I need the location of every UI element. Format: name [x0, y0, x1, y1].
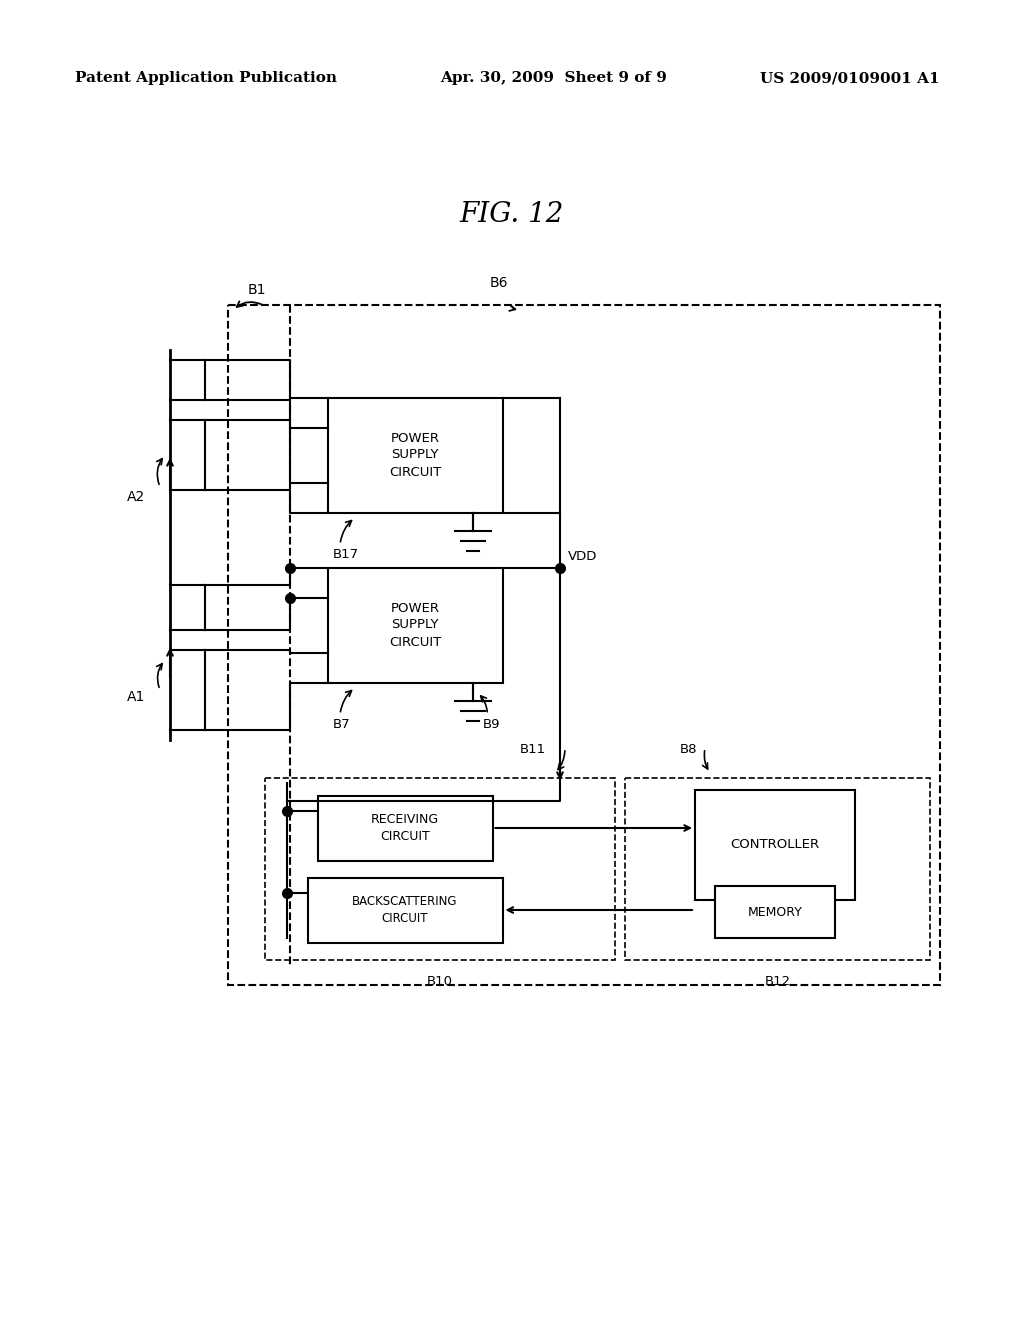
Bar — [328, 568, 503, 682]
Bar — [265, 777, 615, 960]
Text: CONTROLLER: CONTROLLER — [730, 838, 819, 851]
Text: POWER
SUPPLY
CIRCUIT: POWER SUPPLY CIRCUIT — [389, 602, 441, 648]
Text: VDD: VDD — [568, 549, 597, 562]
Text: MEMORY: MEMORY — [748, 906, 803, 919]
Text: B8: B8 — [680, 743, 697, 756]
Text: B10: B10 — [427, 975, 453, 987]
Bar — [307, 878, 503, 942]
Text: Apr. 30, 2009  Sheet 9 of 9: Apr. 30, 2009 Sheet 9 of 9 — [440, 71, 667, 84]
Text: US 2009/0109001 A1: US 2009/0109001 A1 — [761, 71, 940, 84]
Text: BACKSCATTERING
CIRCUIT: BACKSCATTERING CIRCUIT — [352, 895, 458, 925]
Text: RECEIVING
CIRCUIT: RECEIVING CIRCUIT — [371, 813, 439, 843]
Bar — [317, 796, 493, 861]
Bar — [695, 789, 855, 900]
Text: B1: B1 — [248, 282, 266, 297]
Text: A2: A2 — [127, 490, 145, 504]
Text: B6: B6 — [490, 276, 509, 290]
Text: Patent Application Publication: Patent Application Publication — [75, 71, 337, 84]
Bar — [228, 305, 940, 985]
Text: B11: B11 — [520, 743, 546, 756]
Text: B17: B17 — [333, 548, 358, 561]
Bar — [625, 777, 930, 960]
Text: B7: B7 — [333, 718, 350, 730]
Text: A1: A1 — [127, 690, 145, 704]
Bar — [328, 397, 503, 512]
Text: B12: B12 — [765, 975, 791, 987]
Text: FIG. 12: FIG. 12 — [460, 202, 564, 228]
Text: POWER
SUPPLY
CIRCUIT: POWER SUPPLY CIRCUIT — [389, 432, 441, 479]
Text: B9: B9 — [482, 718, 500, 730]
Bar — [715, 886, 835, 939]
